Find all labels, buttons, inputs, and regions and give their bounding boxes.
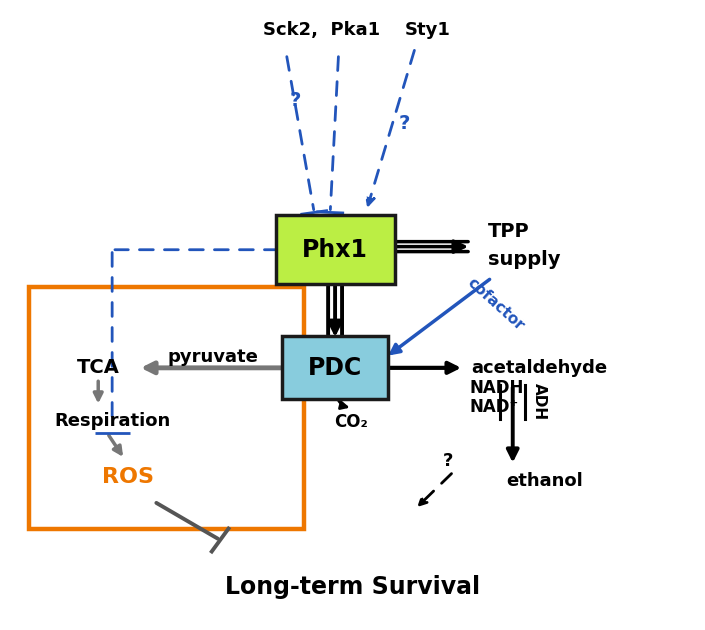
Text: Phx1: Phx1: [302, 238, 368, 261]
FancyBboxPatch shape: [283, 336, 388, 399]
Text: Long-term Survival: Long-term Survival: [225, 575, 480, 599]
Text: CO₂: CO₂: [334, 413, 368, 431]
Text: acetaldehyde: acetaldehyde: [471, 359, 607, 377]
Text: Sck2,  Pka1: Sck2, Pka1: [262, 21, 380, 39]
Text: ?: ?: [443, 452, 453, 470]
Text: pyruvate: pyruvate: [168, 348, 259, 365]
Text: PDC: PDC: [308, 356, 362, 380]
Text: cofactor: cofactor: [464, 275, 527, 333]
Text: TPP: TPP: [489, 222, 530, 241]
Text: TCA: TCA: [77, 358, 120, 377]
Text: NADH: NADH: [470, 379, 524, 398]
FancyBboxPatch shape: [276, 215, 395, 284]
Text: ?: ?: [290, 91, 301, 110]
Text: ADH: ADH: [532, 384, 546, 421]
Text: Sty1: Sty1: [405, 21, 450, 39]
Text: ethanol: ethanol: [505, 472, 582, 490]
Text: supply: supply: [489, 249, 561, 268]
Text: Respiration: Respiration: [54, 411, 171, 430]
Text: ROS: ROS: [102, 467, 154, 486]
Text: ?: ?: [399, 114, 410, 133]
Text: NAD⁺: NAD⁺: [470, 398, 519, 416]
